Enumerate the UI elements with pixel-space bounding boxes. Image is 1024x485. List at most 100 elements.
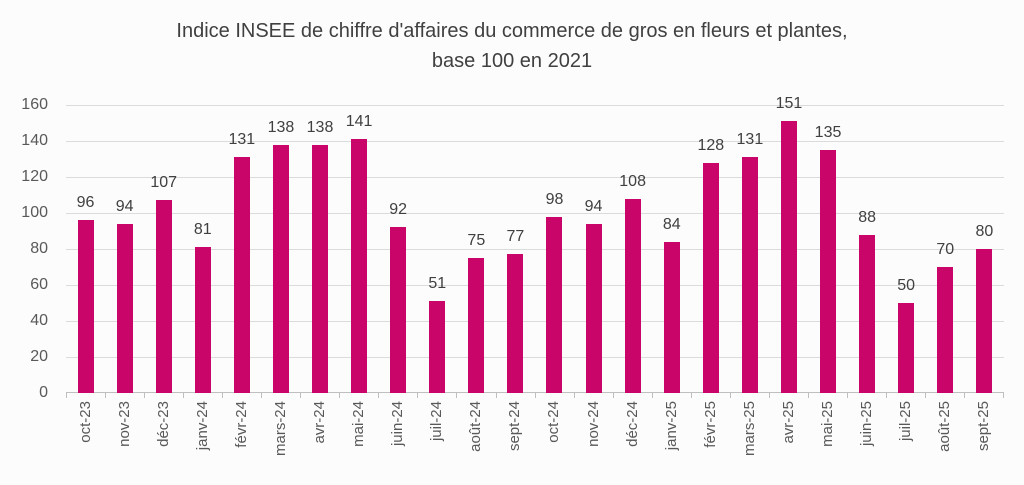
x-axis-tick xyxy=(729,393,769,398)
bar-value-label: 94 xyxy=(584,197,603,215)
x-tick-label: nov-23 xyxy=(115,401,133,447)
bar-value-label: 135 xyxy=(814,124,842,141)
x-label-cell: mars-24 xyxy=(261,401,300,481)
x-label-cell: mars-25 xyxy=(730,401,769,481)
x-axis-tick xyxy=(612,393,652,398)
gridline xyxy=(66,249,1004,250)
x-tick-label: nov-24 xyxy=(584,401,602,447)
x-axis-tick xyxy=(144,393,183,398)
x-axis-tick xyxy=(964,393,1003,398)
bar xyxy=(702,162,719,393)
bar-group-juil-24: 51 xyxy=(418,105,457,393)
x-label-cell: juin-25 xyxy=(848,401,887,481)
bar-group-août-24: 75 xyxy=(457,105,496,393)
y-tick-label: 160 xyxy=(21,96,48,113)
x-tick-label: oct-24 xyxy=(545,401,563,443)
bar xyxy=(155,200,172,393)
gridline xyxy=(66,285,1004,286)
bar-value-label: 51 xyxy=(428,275,447,293)
bar xyxy=(780,121,797,393)
x-tick-label: août-25 xyxy=(936,401,954,452)
x-axis-tick xyxy=(651,393,691,398)
x-axis-tick xyxy=(222,393,261,398)
bar-value-label: 84 xyxy=(662,215,681,233)
bar-value-label: 75 xyxy=(467,232,486,249)
bar-group-juin-25: 88 xyxy=(848,105,887,393)
bar-value-label: 128 xyxy=(697,136,725,154)
bar xyxy=(859,234,876,393)
x-label-cell: févr-24 xyxy=(222,401,261,481)
x-label-cell: avr-24 xyxy=(300,401,339,481)
bar-value-label: 81 xyxy=(193,221,212,239)
x-tick-label: sept-24 xyxy=(506,401,524,452)
x-tick-label: déc-24 xyxy=(623,401,641,447)
x-axis-tick xyxy=(573,393,613,398)
bar-value-label: 107 xyxy=(150,174,178,192)
x-axis-tick xyxy=(417,393,456,398)
bar xyxy=(194,247,211,393)
bar-group-mars-24: 138 xyxy=(261,105,300,393)
x-label-cell: juil-24 xyxy=(418,401,457,481)
x-axis-tick xyxy=(768,393,808,398)
plot-area: 96 94 107 81 131 138 138 141 92 51 75 77 98 94 108 84 12… xyxy=(66,95,1004,393)
x-axis-tick xyxy=(378,393,417,398)
bar xyxy=(820,150,837,393)
bar-value-label: 96 xyxy=(76,194,95,212)
bar xyxy=(272,144,289,393)
bar-value-label: 151 xyxy=(775,95,803,113)
x-axis-tick xyxy=(534,393,574,398)
chart-title: Indice INSEE de chiffre d'affaires du co… xyxy=(0,16,1024,76)
y-tick-label: 140 xyxy=(21,132,48,149)
bar xyxy=(585,223,602,393)
x-label-cell: nov-24 xyxy=(574,401,613,481)
x-axis-tick xyxy=(846,393,886,398)
x-tick-label: avr-24 xyxy=(311,401,328,444)
bars: 96 94 107 81 131 138 138 141 92 51 75 77 98 94 108 84 12… xyxy=(66,95,1004,393)
x-tick-label: juin-25 xyxy=(858,401,876,447)
bar-value-label: 50 xyxy=(897,277,916,294)
x-axis-tick xyxy=(261,393,300,398)
x-axis-tick xyxy=(300,393,339,398)
bar-group-sept-24: 77 xyxy=(496,105,535,393)
x-axis-tick xyxy=(183,393,222,398)
bar-value-label: 131 xyxy=(736,131,764,149)
x-tick-label: juil-25 xyxy=(897,401,915,442)
x-label-cell: oct-24 xyxy=(535,401,574,481)
x-label-cell: avr-25 xyxy=(769,401,808,481)
x-tick-label: janv-24 xyxy=(193,401,211,451)
bar-group-avr-24: 138 xyxy=(300,105,339,393)
bar-group-mai-24: 141 xyxy=(340,105,379,393)
bar-value-label: 138 xyxy=(267,118,295,136)
x-tick-label: mars-24 xyxy=(271,401,289,457)
x-label-cell: sept-25 xyxy=(965,401,1004,481)
x-axis-tick xyxy=(339,393,378,398)
x-axis-tick xyxy=(66,393,105,398)
x-axis-tick xyxy=(456,393,495,398)
bar-group-avr-25: 151 xyxy=(769,95,808,393)
x-axis-tick xyxy=(105,393,144,398)
x-axis-ticks xyxy=(66,393,1004,398)
bar xyxy=(312,144,328,393)
x-axis-tick xyxy=(807,393,847,398)
bar-value-label: 141 xyxy=(345,113,373,131)
gridline xyxy=(66,105,1004,106)
x-label-cell: déc-23 xyxy=(144,401,183,481)
y-tick-label: 40 xyxy=(30,312,48,329)
bar-value-label: 88 xyxy=(858,208,876,226)
bar xyxy=(351,139,368,393)
gridline xyxy=(66,321,1004,322)
bar xyxy=(77,220,94,393)
bar xyxy=(429,301,446,393)
x-axis-tick xyxy=(690,393,730,398)
bar-group-mars-25: 131 xyxy=(730,105,769,393)
x-axis-labels: oct-23 nov-23 déc-23 janv-24 févr-24 mars-24 a… xyxy=(66,401,1004,481)
bar-group-juil-25: 50 xyxy=(887,105,926,393)
bar-group-nov-24: 94 xyxy=(574,105,613,393)
x-tick-label: août-24 xyxy=(467,401,485,452)
y-tick-label: 100 xyxy=(21,204,48,221)
bar xyxy=(233,157,250,393)
bar xyxy=(976,249,993,393)
x-label-cell: févr-25 xyxy=(691,401,730,481)
x-axis-line xyxy=(66,392,1004,393)
